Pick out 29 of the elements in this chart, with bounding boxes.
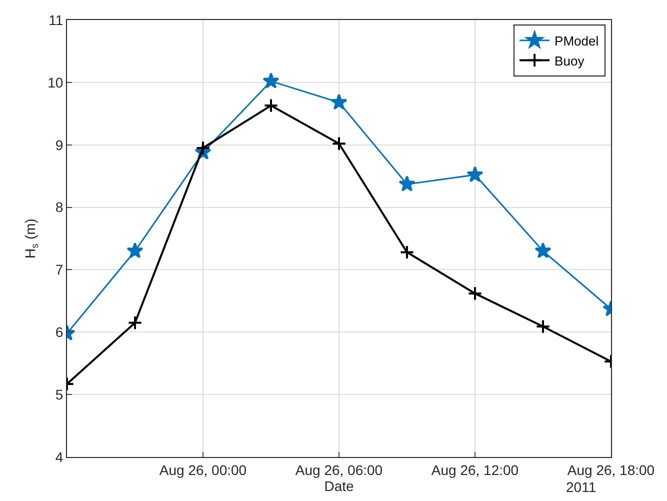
point: [398, 175, 416, 192]
y-tick-label: 4: [55, 448, 64, 465]
point: [330, 94, 348, 110]
y-tick-label: 9: [55, 136, 64, 153]
text: 2011: [566, 479, 596, 495]
point: [466, 166, 484, 182]
legend-label: PModel: [554, 33, 599, 48]
x-axis-title: Date: [324, 478, 354, 494]
point: [126, 242, 144, 258]
x-tick-label: Aug 26, 00:00: [159, 462, 247, 478]
point: [128, 315, 142, 330]
x-tick-label: Aug 26, 12:00: [431, 462, 519, 478]
y-tick-label: 5: [55, 386, 64, 402]
point: [332, 136, 346, 151]
y-tick-label: 10: [48, 74, 64, 90]
point: [536, 319, 550, 334]
y-tick-label: 11: [48, 12, 64, 28]
x-tick-label: Aug 26, 18:00: [567, 462, 655, 478]
y-tick-label: 7: [55, 262, 64, 278]
point: [196, 140, 210, 156]
point: [262, 72, 280, 88]
x-tick-label: Aug 26, 06:00: [295, 462, 383, 478]
legend-label: Buoy: [554, 53, 585, 68]
point: [468, 286, 482, 301]
point: [400, 244, 414, 260]
point: [264, 98, 278, 113]
y-tick-label: 8: [55, 199, 64, 216]
y-tick-label: 6: [55, 324, 64, 340]
point: [534, 242, 552, 258]
